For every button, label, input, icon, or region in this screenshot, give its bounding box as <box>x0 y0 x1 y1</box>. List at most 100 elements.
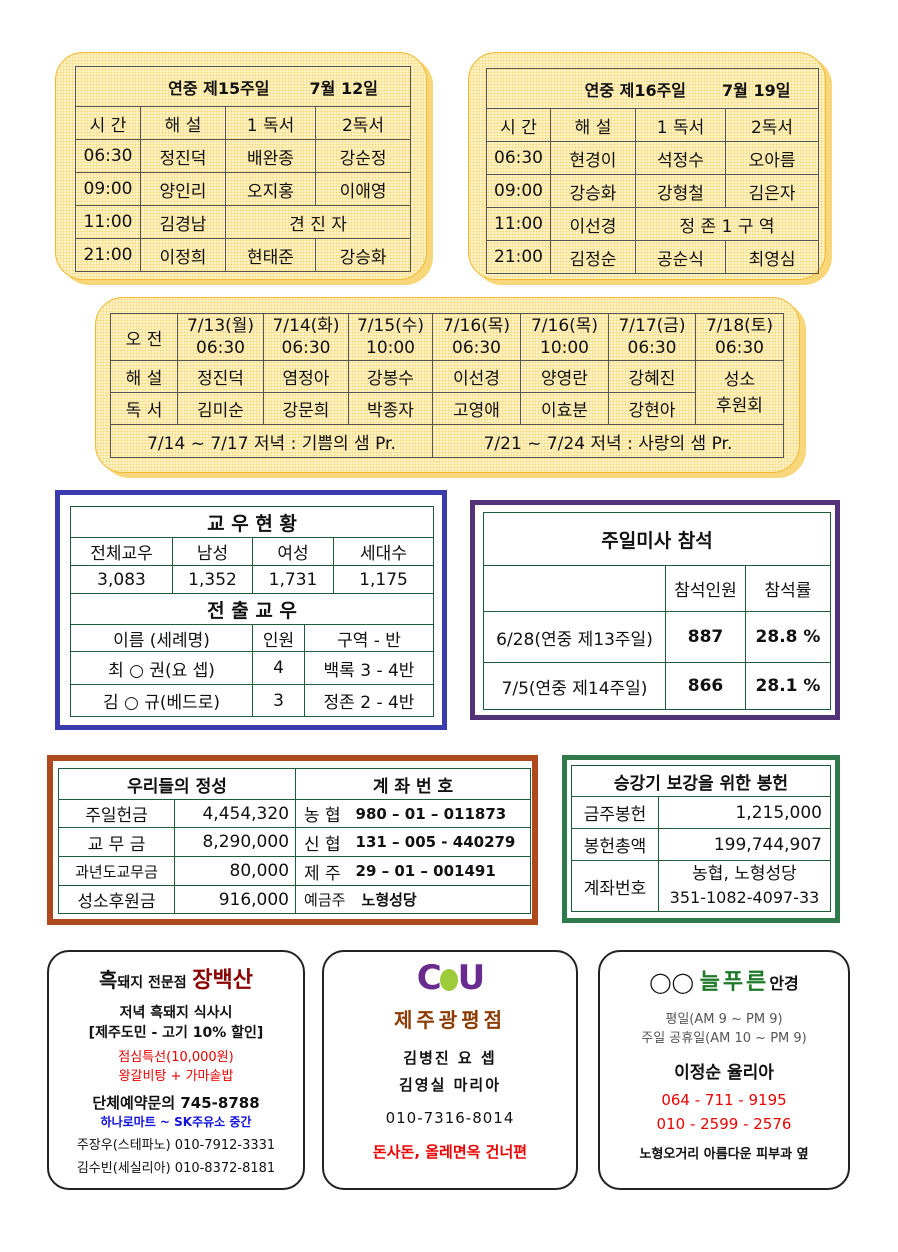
cell: 이정희 <box>140 238 226 272</box>
day-header: 7/18(토) 06:30 <box>695 313 784 361</box>
account-bank: 농협, 노형성당 <box>692 864 797 884</box>
ad2-store: 제주광평점 <box>394 1008 506 1032</box>
header: 1 독서 <box>225 106 316 140</box>
attendance-title: 주일미사 참석 <box>483 512 831 566</box>
cell: 866 <box>665 662 746 710</box>
cell: 이애영 <box>314 172 412 206</box>
cell: 석정수 <box>635 141 726 175</box>
cell: 3,083 <box>70 565 173 594</box>
ad1-location: 하나로마트 ~ SK주유소 중간 <box>100 1115 252 1129</box>
day-date: 7/14(화) <box>272 316 340 336</box>
header: 참석인원 <box>665 565 746 612</box>
commentary-cell: 정진덕 <box>177 360 264 393</box>
header: 시 간 <box>75 106 141 140</box>
cell: 이선경 <box>550 207 636 241</box>
commentary-cell: 강봉수 <box>348 360 433 393</box>
reader-cell: 김미순 <box>177 392 264 425</box>
cell: 131 – 005 - 440279 <box>355 827 532 857</box>
week15-date: 7월 12일 <box>309 78 378 98</box>
header: 이름 (세례명) <box>70 624 253 652</box>
day-time: 06:30 <box>196 338 245 358</box>
cell: 견 진 자 <box>224 205 412 239</box>
ad1-title-c: 장백산 <box>192 968 253 993</box>
cell: 강형철 <box>635 174 726 208</box>
commentary-cell: 이선경 <box>432 360 521 393</box>
ad1-title-a: 흑 <box>99 968 118 992</box>
ad3-brand: 늘푸른 <box>699 970 770 995</box>
merged-cell: 성소 후원회 <box>695 360 784 425</box>
cell: 신 협 <box>295 827 356 857</box>
ad1-line1: 저녁 흑돼지 식사시 <box>119 1005 233 1021</box>
ad2-owner1: 김병진 요 셉 <box>403 1049 497 1067</box>
cell: 예금주 <box>295 885 356 914</box>
day-date: 7/15(수) <box>356 316 425 336</box>
cell: 06:30 <box>486 141 551 175</box>
parish-title: 교 우 현 황 <box>69 506 435 538</box>
transfer-title: 전 출 교 우 <box>69 593 435 625</box>
cell: 28.1 % <box>745 662 831 710</box>
ad3-phone2: 010 - 2599 - 2576 <box>656 1115 792 1133</box>
ad3-hours1: 평일(AM 9 ~ PM 9) <box>665 1012 783 1027</box>
day-time: 10:00 <box>366 338 415 358</box>
header: 남성 <box>172 537 253 566</box>
cell: 김은자 <box>724 174 820 208</box>
ad1-contact1: 주장우(스테파노) 010-7912-3331 <box>76 1138 276 1153</box>
cell: 봉헌총액 <box>571 828 659 861</box>
ad1-reserve: 단체예약문의 745-8788 <box>92 1094 260 1112</box>
reader-cell: 강현아 <box>608 392 696 425</box>
cell: 887 <box>665 611 746 663</box>
cell: 강순정 <box>314 139 412 173</box>
cell: 최 ○ 권(요 셉) <box>70 651 253 685</box>
day-header: 7/16(목) 06:30 <box>432 313 521 361</box>
ad3-brand-suffix: 안경 <box>769 974 799 993</box>
cell: 양인리 <box>140 172 226 206</box>
row-label: 해 설 <box>110 360 178 393</box>
parish-table: 교 우 현 황 전체교우 남성 여성 세대수 3,083 1,352 1,731 1,175… <box>69 506 435 717</box>
commentary-cell: 염정아 <box>263 360 349 393</box>
reader-cell: 이효분 <box>520 392 609 425</box>
header: 세대수 <box>332 537 435 566</box>
row-label: 독 서 <box>110 392 178 425</box>
cell: 배완종 <box>225 139 316 173</box>
cell: 21:00 <box>486 240 551 274</box>
day-header: 7/16(목) 10:00 <box>520 313 609 361</box>
cell: 1,731 <box>252 565 334 594</box>
header: 시 간 <box>486 108 551 142</box>
ad1-contact2: 김수빈(세실리아) 010-8372-8181 <box>76 1161 276 1176</box>
evening-note: 7/21 ~ 7/24 저녁 : 사랑의 샘 Pr. <box>432 424 784 458</box>
reader-cell: 강문희 <box>263 392 349 425</box>
day-date: 7/18(토) <box>705 316 774 336</box>
account-title: 계 좌 번 호 <box>295 768 532 800</box>
cell: 김정순 <box>550 240 636 274</box>
commentary-cell: 강혜진 <box>608 360 696 393</box>
cell: 1,175 <box>332 565 435 594</box>
ad2-phone: 010-7316-8014 <box>385 1109 515 1127</box>
offering-table: 우리들의 정성 계 좌 번 호 주일헌금 4,454,320 농 협 980 – 01 … <box>57 768 532 914</box>
cell: 3 <box>252 684 305 717</box>
glasses-icon: ◯◯ <box>649 970 694 994</box>
cell: 김 ○ 규(베드로) <box>70 684 253 717</box>
header: 2독서 <box>724 108 820 142</box>
ad3-phone1: 064 - 711 - 9195 <box>661 1091 787 1109</box>
cell: 제 주 <box>295 856 356 886</box>
row-label: 오 전 <box>110 313 178 361</box>
cell: 11:00 <box>486 207 551 241</box>
cell: 11:00 <box>75 205 141 239</box>
cell: 7/5(연중 제14주일) <box>483 662 666 710</box>
cell: 80,000 <box>173 856 297 886</box>
cell: 21:00 <box>75 238 141 272</box>
cell: 주일헌금 <box>58 799 175 828</box>
cell: 공순식 <box>635 240 726 274</box>
day-time: 06:30 <box>715 338 764 358</box>
week16-date: 7월 19일 <box>722 80 791 100</box>
header: 구역 - 반 <box>303 624 435 652</box>
header: 1 독서 <box>635 108 726 142</box>
week15-title: 연중 제15주일 <box>168 78 270 98</box>
cell: 계좌번호 <box>571 860 659 912</box>
day-time: 06:30 <box>452 338 501 358</box>
cell: 강승화 <box>550 174 636 208</box>
cell: 8,290,000 <box>173 827 297 857</box>
cell: 980 – 01 – 011873 <box>355 799 532 828</box>
